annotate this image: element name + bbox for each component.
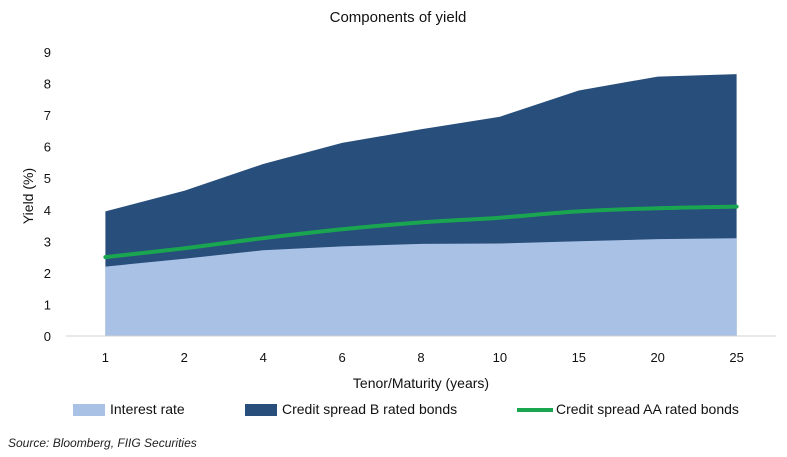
x-tick-label: 25 [729, 350, 743, 365]
line-credit-spread-aa [103, 204, 739, 260]
areas-layer [105, 74, 737, 336]
legend-label-credit-spread-aa: Credit spread AA rated bonds [556, 401, 739, 417]
chart-title: Components of yield [330, 9, 467, 26]
x-axis: 1 2 4 6 8 10 15 20 25 [102, 350, 744, 365]
y-tick-label: 5 [44, 171, 51, 186]
y-tick-label: 2 [44, 266, 51, 281]
y-tick-label: 9 [44, 45, 51, 60]
y-tick-label: 1 [44, 297, 51, 312]
plot-area [66, 74, 776, 337]
legend-swatch-interest-rate [73, 404, 105, 416]
x-tick-label: 10 [493, 350, 507, 365]
y-tick-label: 4 [44, 203, 51, 218]
x-tick-label: 6 [338, 350, 345, 365]
x-tick-label: 1 [102, 350, 109, 365]
x-axis-label: Tenor/Maturity (years) [353, 375, 489, 391]
legend-label-interest-rate: Interest rate [110, 401, 185, 417]
legend-swatch-credit-spread-b [245, 404, 277, 416]
y-tick-label: 7 [44, 108, 51, 123]
area-interest-rate [105, 238, 737, 336]
x-tick-label: 15 [572, 350, 586, 365]
legend: Interest rate Credit spread B rated bond… [73, 401, 739, 417]
y-tick-label: 0 [44, 329, 51, 344]
y-axis-label: Yield (%) [20, 168, 36, 224]
x-tick-label: 4 [260, 350, 267, 365]
x-tick-label: 8 [417, 350, 424, 365]
y-tick-label: 6 [44, 140, 51, 155]
legend-item-credit-spread-b: Credit spread B rated bonds [245, 401, 457, 417]
x-tick-label: 20 [650, 350, 664, 365]
legend-item-credit-spread-aa: Credit spread AA rated bonds [517, 401, 739, 417]
x-tick-label: 2 [181, 350, 188, 365]
source-note: Source: Bloomberg, FIIG Securities [8, 436, 197, 450]
y-axis: 0 1 2 3 4 5 6 7 8 9 [44, 45, 51, 344]
y-tick-label: 3 [44, 234, 51, 249]
legend-label-credit-spread-b: Credit spread B rated bonds [282, 401, 457, 417]
y-tick-label: 8 [44, 77, 51, 92]
legend-item-interest-rate: Interest rate [73, 401, 185, 417]
